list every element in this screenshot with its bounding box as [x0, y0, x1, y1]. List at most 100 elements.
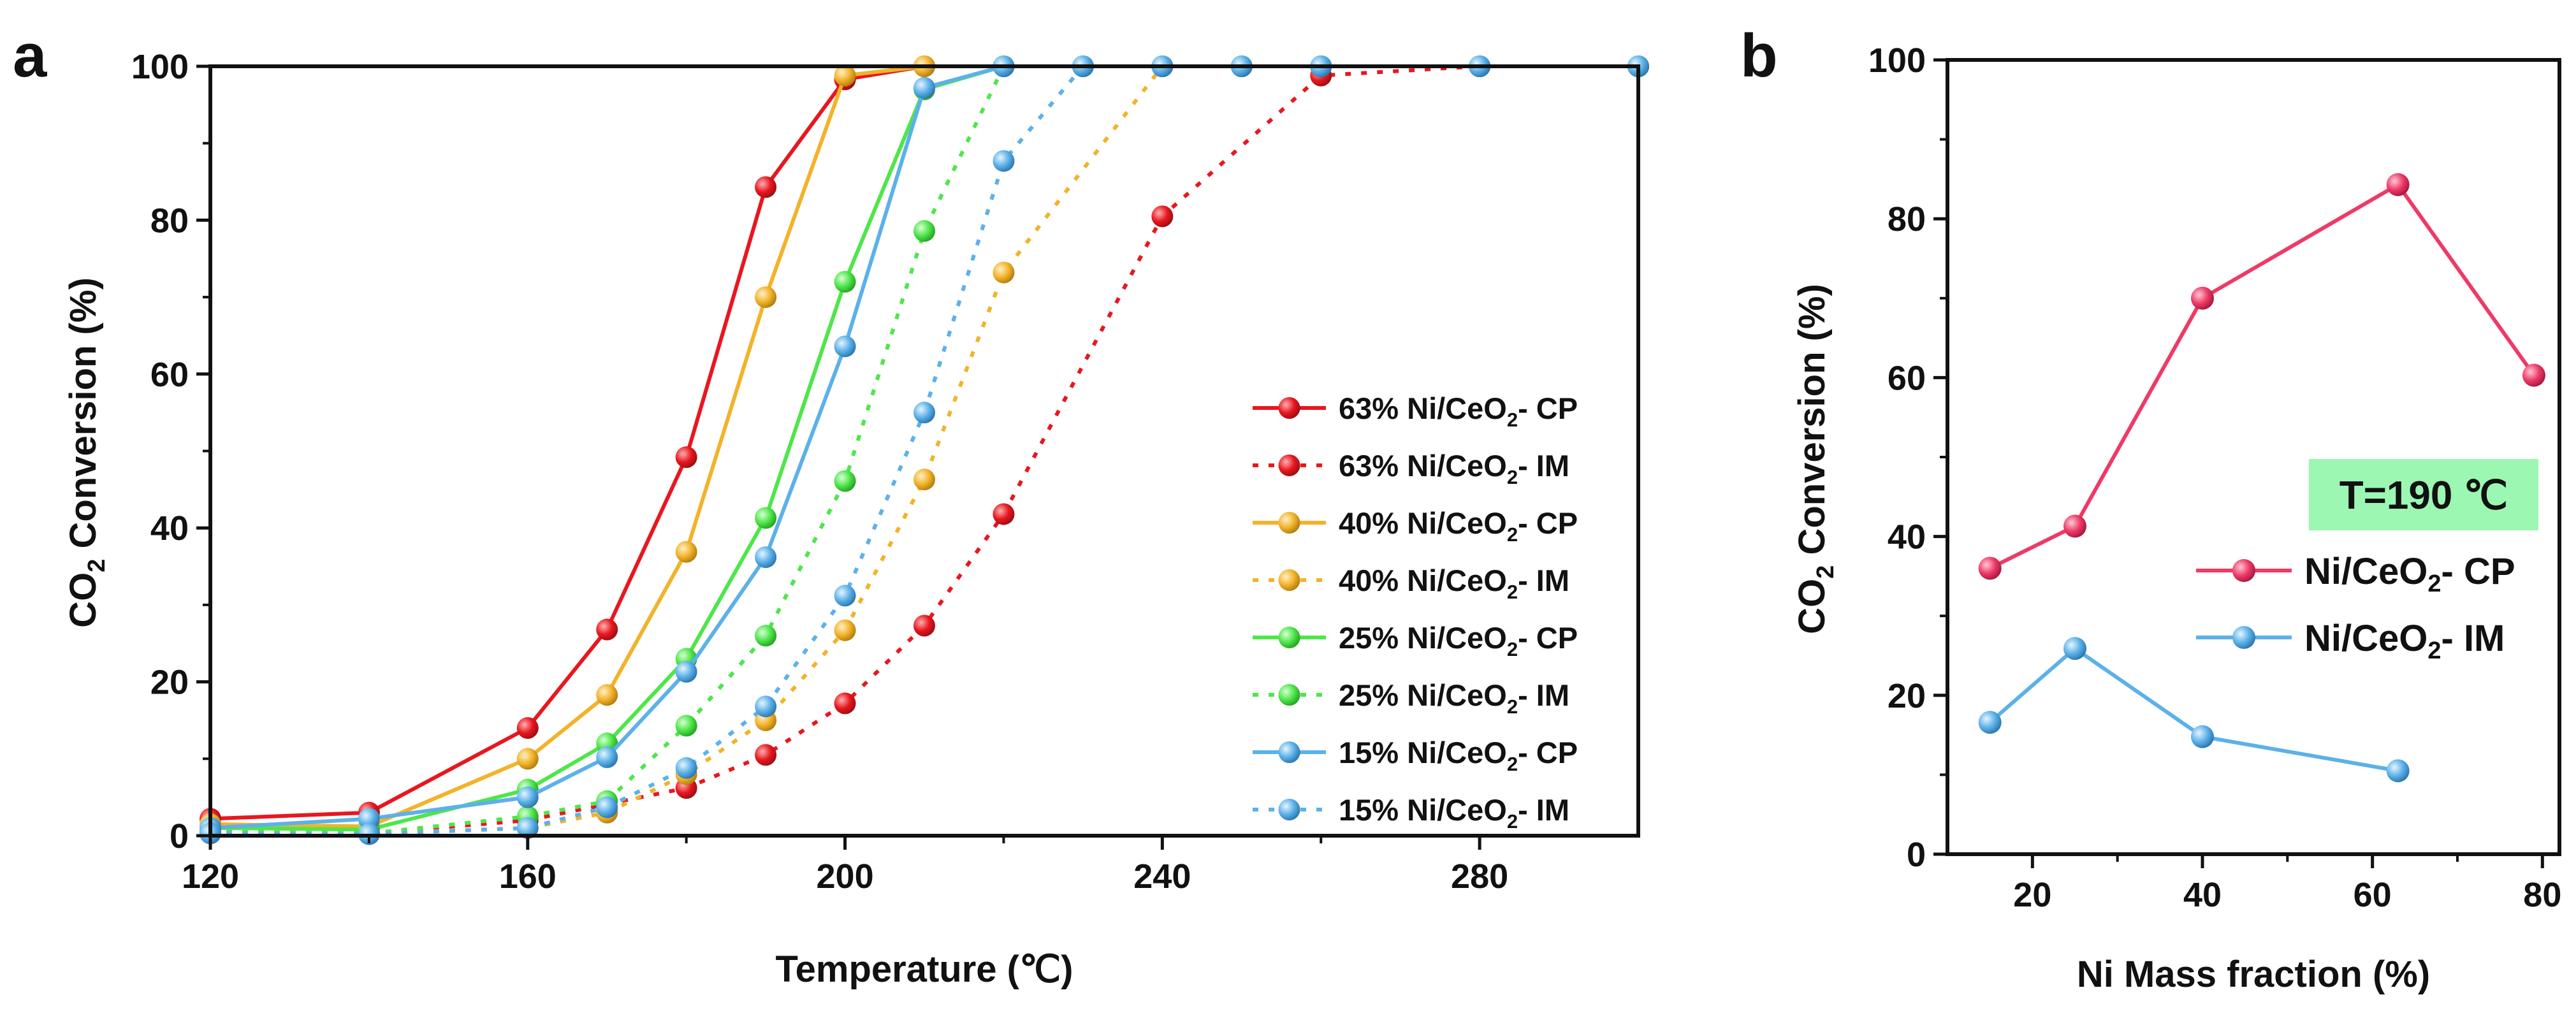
- panel-label-a: a: [13, 22, 47, 90]
- y-tick-label: 60: [150, 356, 189, 394]
- series-40-ni-ceo2-cp: [200, 55, 1649, 838]
- series-layer-b: [1978, 173, 2545, 783]
- data-point: [834, 470, 856, 492]
- data-point: [675, 541, 697, 563]
- data-point: [993, 150, 1015, 172]
- x-tick-label: 20: [2013, 876, 2051, 914]
- y-tick-label: 80: [150, 201, 189, 240]
- data-point: [675, 715, 697, 737]
- legend-label: 40% Ni/CeO2- CP: [1339, 506, 1578, 546]
- data-point: [2386, 759, 2410, 783]
- legend-a: 63% Ni/CeO2- CP 63% Ni/CeO2- IM 40% Ni/CeO…: [1253, 391, 1578, 833]
- data-point: [993, 503, 1015, 525]
- data-point: [913, 469, 935, 491]
- data-point: [675, 757, 697, 779]
- legend-marker: [1278, 741, 1300, 763]
- legend-b: Ni/CeO2- CP Ni/CeO2- IM: [2196, 551, 2515, 664]
- data-point: [834, 270, 856, 293]
- legend-marker: [2232, 559, 2255, 582]
- data-point: [2522, 363, 2545, 387]
- series-line: [1988, 646, 2399, 773]
- data-point: [755, 286, 777, 309]
- legend-marker: [1278, 684, 1300, 706]
- y-tick-label: 0: [170, 817, 189, 855]
- legend-marker: [1278, 569, 1300, 591]
- data-point: [2191, 725, 2214, 748]
- legend-marker: [1278, 512, 1300, 534]
- legend-label: Ni/CeO2- CP: [2304, 551, 2515, 597]
- data-point: [913, 76, 935, 99]
- series-15-ni-ceo2-cp: [200, 55, 1649, 839]
- series-line: [210, 64, 1638, 829]
- legend-label: 15% Ni/CeO2- IM: [1339, 793, 1569, 833]
- data-point: [1151, 205, 1174, 228]
- data-point: [516, 786, 539, 808]
- x-tick-label: 160: [499, 857, 557, 896]
- data-point: [755, 695, 777, 718]
- legend-label: 40% Ni/CeO2- IM: [1339, 564, 1569, 603]
- y-tick-label: 20: [1888, 677, 1926, 715]
- x-axis-label-b: Ni Mass fraction (%): [2077, 954, 2430, 995]
- data-point: [755, 546, 777, 569]
- legend-marker: [1278, 397, 1300, 419]
- data-point: [675, 660, 697, 683]
- data-point: [755, 744, 777, 766]
- temperature-note: T=190 ℃: [2340, 474, 2508, 518]
- plot-frame-b: [1946, 58, 2561, 856]
- data-point: [993, 261, 1015, 284]
- x-tick-label: 120: [182, 857, 239, 896]
- legend-marker: [1278, 799, 1300, 820]
- series-63-ni-ceo2-cp: [200, 55, 1649, 830]
- data-point: [596, 684, 618, 706]
- data-point: [1978, 556, 2002, 580]
- data-point: [2191, 286, 2214, 310]
- y-tick-label: 40: [150, 509, 189, 548]
- y-tick-label: 80: [1888, 200, 1926, 238]
- data-point: [755, 176, 777, 198]
- data-point: [834, 619, 856, 641]
- legend-label: 25% Ni/CeO2- CP: [1339, 621, 1578, 660]
- data-point: [2063, 514, 2086, 538]
- data-point: [2063, 637, 2086, 660]
- data-point: [834, 585, 856, 607]
- data-point: [834, 692, 856, 715]
- series-line: [210, 64, 1638, 830]
- data-point: [913, 402, 935, 424]
- data-point: [358, 808, 380, 830]
- chart-panel-a: a 120 160 200 240 280 0 20 40 60 80 100 Temperatur…: [13, 22, 1649, 990]
- x-tick-label: 80: [2523, 876, 2561, 914]
- data-point: [913, 220, 935, 242]
- legend-marker: [2232, 626, 2255, 649]
- y-tick-label: 0: [1907, 836, 1926, 874]
- legend-label: 63% Ni/CeO2- CP: [1339, 391, 1578, 431]
- data-point: [675, 446, 697, 469]
- data-point: [516, 717, 539, 739]
- x-tick-label: 200: [817, 857, 874, 896]
- data-point: [596, 796, 618, 818]
- legend-label: 25% Ni/CeO2- IM: [1339, 678, 1569, 718]
- series-line: [210, 64, 1638, 836]
- series-ni-ceo2-cp: [1978, 173, 2545, 580]
- data-point: [596, 618, 618, 641]
- x-axis-label-a: Temperature (℃): [776, 949, 1073, 990]
- series-line: [210, 64, 1638, 832]
- x-tick-label: 280: [1451, 857, 1508, 896]
- data-point: [516, 817, 539, 839]
- y-axis-label-a: CO2 Conversion (%): [62, 277, 110, 628]
- x-tick-label: 40: [2183, 876, 2222, 914]
- legend-label: 63% Ni/CeO2- IM: [1339, 449, 1569, 488]
- series-15-ni-ceo2-im: [200, 55, 1649, 845]
- x-tick-label: 60: [2354, 876, 2392, 914]
- legend-label: 15% Ni/CeO2- CP: [1339, 736, 1578, 775]
- y-tick-label: 40: [1888, 518, 1926, 556]
- panel-label-b: b: [1740, 22, 1778, 90]
- legend-label: Ni/CeO2- IM: [2304, 618, 2505, 664]
- data-point: [755, 625, 777, 647]
- temperature-note-bg: [2309, 459, 2538, 530]
- y-axis-label-b: CO2 Conversion (%): [1791, 284, 1839, 634]
- y-tick-label: 20: [150, 664, 189, 702]
- y-tick-label: 100: [131, 48, 189, 86]
- data-point: [2386, 173, 2410, 196]
- legend-marker: [1278, 455, 1300, 476]
